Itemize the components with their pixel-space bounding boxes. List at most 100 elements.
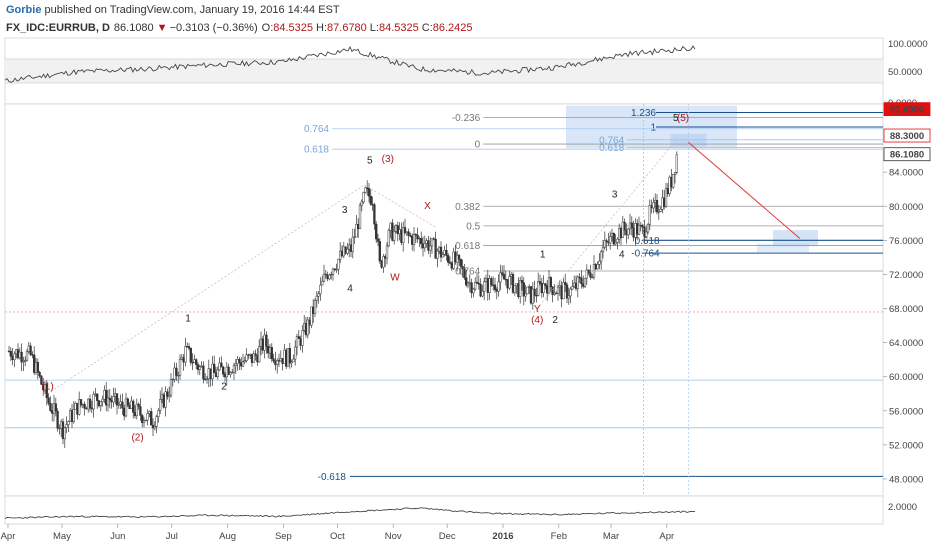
candle-body	[652, 202, 655, 209]
candle-body	[150, 411, 153, 426]
candle-body	[497, 281, 500, 292]
candle-body	[106, 397, 110, 406]
candle-body	[384, 256, 387, 259]
fib-level-label: 0.618	[599, 143, 624, 154]
candle-body	[389, 222, 392, 231]
candle-body	[198, 366, 201, 370]
candle-body	[315, 295, 318, 301]
price-badges: 91.4000 88.3000 86.1080	[883, 102, 931, 162]
candle-body	[645, 231, 648, 237]
candle-body	[81, 403, 84, 406]
candle-body	[96, 393, 99, 401]
candle-body	[627, 228, 630, 236]
candle-body	[88, 398, 92, 409]
candle-body	[313, 299, 317, 314]
candle-body	[630, 222, 633, 229]
candle-body	[108, 397, 111, 401]
last-price: 86.1080	[114, 22, 154, 34]
candle-body	[493, 284, 497, 290]
candle-body	[256, 355, 259, 363]
candle-body	[101, 398, 104, 402]
wave-label: 3	[342, 205, 348, 216]
candle-body	[83, 403, 86, 409]
osc-top-tick-100: 100.0000	[888, 39, 928, 50]
candle-body	[357, 223, 360, 230]
candle-body	[403, 227, 407, 234]
price-tick-label: 64.0000	[889, 338, 923, 349]
candle-body	[214, 372, 218, 378]
candle-body	[220, 362, 223, 368]
candle-body	[301, 330, 304, 346]
price-axis: 84.0000 80.0000 76.0000 72.0000 68.0000 64.00…	[883, 168, 923, 485]
candle-body	[142, 420, 146, 423]
candle-body	[56, 411, 59, 429]
symbol: FX_IDC:EURRUB, D	[6, 22, 110, 34]
candle-body	[506, 279, 509, 289]
candle-body	[668, 176, 671, 194]
time-tick-label: Nov	[385, 531, 402, 542]
candle-body	[637, 224, 641, 235]
price-tick-label: 84.0000	[889, 168, 923, 179]
time-tick-label: Oct	[330, 531, 345, 542]
candle-body	[144, 419, 147, 422]
candle-body	[191, 362, 194, 364]
candle-body	[171, 379, 174, 381]
header: Gorbie published on TradingView.com, Janu…	[6, 4, 473, 34]
candle-body	[200, 365, 203, 368]
candle-body	[562, 282, 565, 300]
candle-body	[31, 354, 34, 356]
candle-body	[153, 426, 156, 429]
wave-trend-line	[47, 184, 365, 394]
candle-body	[157, 410, 160, 418]
price-tick-label: 68.0000	[889, 304, 923, 315]
candle-body	[40, 375, 43, 385]
candle-body	[304, 323, 308, 336]
candle-body	[110, 399, 113, 403]
candle-body	[382, 256, 385, 268]
candle-body	[283, 349, 286, 364]
price-tick-label: 48.0000	[889, 474, 923, 485]
candle-body	[634, 223, 637, 238]
wave-label: Y	[534, 304, 541, 315]
candle-body	[459, 258, 462, 267]
candle-body	[580, 277, 583, 285]
author-link[interactable]: Gorbie	[6, 4, 41, 16]
candle-body	[90, 407, 93, 410]
fib-level-label: 0.382	[455, 202, 480, 213]
candle-body	[499, 272, 502, 283]
candle-body	[38, 371, 41, 377]
candle-body	[544, 283, 547, 286]
candle-body	[222, 366, 225, 375]
candle-body	[128, 405, 131, 409]
candle-body	[9, 351, 12, 357]
candle-body	[423, 243, 426, 249]
candle-body	[457, 254, 461, 260]
wave-trend-line	[364, 184, 437, 228]
fib-level-label: -0.236	[452, 113, 481, 124]
candle-body	[612, 233, 615, 245]
fib-level-label: 0.618	[304, 145, 329, 156]
candle-body	[429, 245, 432, 251]
candle-body	[22, 360, 25, 363]
price-tick-label: 80.0000	[889, 202, 923, 213]
candle-body	[137, 403, 140, 407]
candle-body	[60, 421, 63, 429]
price-badge-box	[883, 147, 931, 162]
candle-body	[546, 285, 549, 294]
time-tick-label: Apr	[1, 531, 16, 542]
candle-body	[573, 282, 576, 288]
candle-body	[326, 274, 329, 280]
candle-body	[218, 362, 221, 371]
candle-body	[139, 406, 142, 416]
candle-body	[385, 245, 389, 259]
candle-body	[558, 285, 561, 288]
candle-body	[549, 277, 552, 288]
candle-body	[330, 274, 333, 276]
candle-body	[670, 176, 673, 188]
candle-body	[297, 336, 300, 339]
candle-body	[166, 391, 169, 397]
candle-body	[178, 359, 182, 376]
candle-body	[119, 401, 122, 405]
price-tick-label: 72.0000	[889, 270, 923, 281]
candle-body	[477, 282, 480, 285]
